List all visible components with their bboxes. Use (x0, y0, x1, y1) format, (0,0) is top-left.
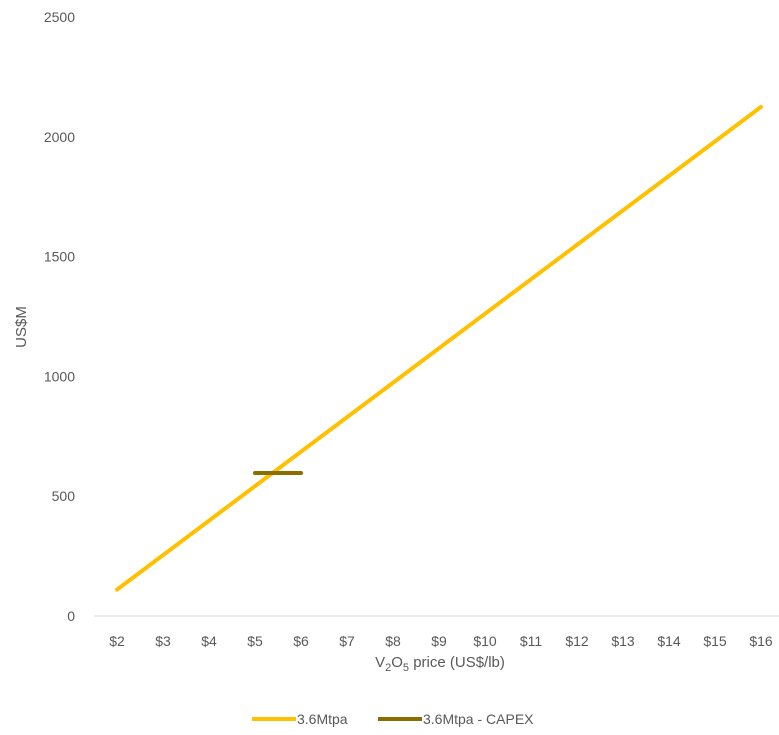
legend-label-3-6mtpa: 3.6Mtpa (297, 711, 348, 727)
y-tick-label: 0 (67, 608, 75, 624)
legend-item-3-6mtpa: 3.6Mtpa (252, 711, 348, 727)
x-tick-label: $11 (520, 633, 543, 649)
legend: 3.6Mtpa 3.6Mtpa - CAPEX (252, 711, 534, 727)
x-tick-label: $6 (293, 633, 309, 649)
y-tick-label: 2000 (44, 129, 75, 145)
x-tick-label: $13 (611, 633, 635, 649)
x-tick-label: $4 (201, 633, 217, 649)
x-tick-label: $15 (703, 633, 727, 649)
x-tick-label: $12 (565, 633, 589, 649)
series-line-3-6mtpa (115, 104, 763, 592)
y-tick-label: 500 (52, 488, 76, 504)
legend-label-3-6mtpa-capex: 3.6Mtpa - CAPEX (423, 711, 534, 727)
x-tick-label: $2 (109, 633, 125, 649)
y-axis-title: US$M (13, 306, 30, 348)
y-tick-label: 1000 (44, 368, 75, 384)
y-axis-tick-labels: 0 500 1000 1500 2000 2500 (44, 9, 75, 624)
y-tick-label: 2500 (44, 9, 75, 25)
y-tick-label: 1500 (44, 249, 75, 265)
x-tick-label: $16 (749, 633, 773, 649)
x-tick-label: $7 (339, 633, 355, 649)
x-tick-label: $8 (385, 633, 401, 649)
legend-item-3-6mtpa-capex: 3.6Mtpa - CAPEX (378, 711, 534, 727)
x-tick-label: $14 (657, 633, 681, 649)
x-tick-label: $5 (247, 633, 263, 649)
x-axis-title: V2O5 price (US$/lb) (375, 654, 505, 674)
x-tick-label: $10 (473, 633, 497, 649)
x-tick-label: $9 (431, 633, 447, 649)
x-tick-label: $3 (155, 633, 171, 649)
series-layer (115, 104, 763, 592)
x-axis-tick-labels: $2 $3 $4 $5 $6 $7 $8 $9 $10 $11 $12 $13 $14 $15 $16 (109, 633, 773, 649)
